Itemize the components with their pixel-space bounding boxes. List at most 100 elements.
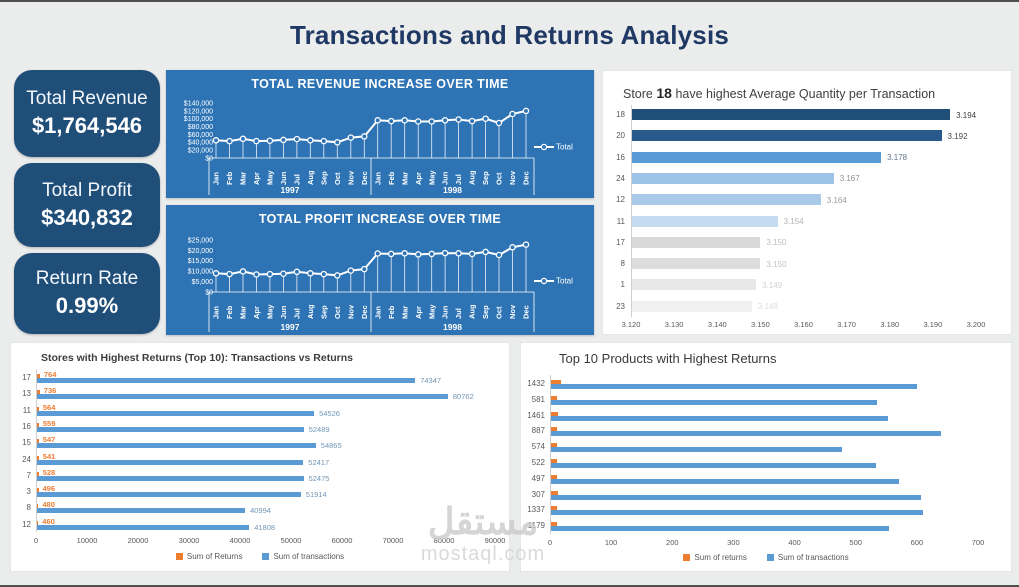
- month-tick: Jul: [454, 308, 463, 319]
- kpi-value-total-profit: $340,832: [41, 204, 133, 230]
- category-label: 887: [531, 426, 545, 436]
- returns-bar: [550, 395, 558, 400]
- month-tick: Jul: [454, 174, 463, 185]
- x-axis-tick: 100: [604, 538, 618, 547]
- line-chart-svg: $25,000$20,000$15,000$10,000$5,000$0JanF…: [188, 237, 573, 332]
- returns-bar: [36, 406, 39, 411]
- category-label: 18: [616, 110, 625, 119]
- data-point-marker: [387, 117, 395, 125]
- y-axis-tick: $80,000: [188, 124, 213, 131]
- category-label: 574: [531, 442, 545, 452]
- stores-returns-chart-panel: Stores with Highest Returns (Top 10): Tr…: [10, 342, 510, 572]
- x-axis-tick: 0: [547, 538, 553, 547]
- month-tick: Oct: [333, 306, 342, 319]
- legend-swatch-icon: [175, 553, 183, 560]
- data-point-marker: [441, 117, 449, 124]
- data-point-marker: [522, 241, 530, 248]
- data-point-marker: [334, 139, 341, 146]
- data-point-marker: [307, 270, 314, 277]
- month-tick: Dec: [522, 305, 531, 319]
- stores-returns-bar-chart: 17 764 74347 13 736 80762 11 564 54526 16 559 52489…: [11, 343, 509, 571]
- products-returns-chart-title: Top 10 Products with Highest Returns: [559, 351, 777, 366]
- data-point-marker: [361, 133, 368, 140]
- returns-bar: [550, 459, 558, 463]
- category-label: 307: [531, 489, 545, 499]
- month-tick: Jun: [279, 305, 288, 319]
- x-axis-tick: 3.120: [621, 320, 641, 329]
- returns-bar: [550, 522, 558, 527]
- month-tick: Jan: [373, 172, 382, 185]
- data-point-marker: [374, 117, 381, 124]
- transactions-bar: [36, 492, 301, 498]
- transactions-value-label: 41808: [254, 522, 276, 532]
- x-axis-tick: 70000: [382, 536, 404, 545]
- x-axis-tick: 60000: [331, 536, 353, 545]
- data-point-marker: [374, 250, 381, 257]
- transactions-bar: [550, 463, 876, 468]
- category-label: 12: [616, 195, 625, 205]
- bar-value-label: 3.167: [839, 174, 860, 184]
- x-axis-tick: 3.130: [664, 320, 684, 329]
- data-point-marker: [468, 117, 476, 125]
- x-axis-tick: 600: [910, 538, 924, 547]
- avg-quantity-bar: [631, 194, 821, 206]
- returns-bar: [550, 427, 558, 432]
- data-point-marker: [401, 250, 408, 257]
- month-tick: May: [266, 170, 275, 185]
- category-label: 522: [531, 458, 545, 467]
- month-tick: Mar: [400, 172, 409, 185]
- month-tick: Dec: [522, 171, 531, 185]
- data-point-marker: [226, 137, 233, 145]
- transactions-bar: [36, 459, 304, 465]
- data-point-marker: [387, 250, 395, 258]
- chart-legend: Sum of returns Sum of transactions: [521, 553, 1011, 562]
- y-axis-tick: $40,000: [188, 140, 213, 147]
- month-tick: Nov: [346, 170, 355, 185]
- legend-item: Sum of Returns: [175, 552, 242, 561]
- x-axis-tick: 300: [727, 538, 740, 547]
- legend-marker-dot: [540, 277, 548, 285]
- category-label: 24: [22, 454, 31, 464]
- transactions-value-label: 54526: [319, 408, 340, 418]
- returns-value-label: 541: [42, 451, 56, 461]
- month-tick: Feb: [387, 171, 396, 185]
- returns-value-label: 496: [42, 484, 56, 494]
- x-axis-tick: 30000: [178, 536, 200, 545]
- month-tick: Apr: [414, 306, 423, 319]
- category-label: 20: [616, 131, 625, 141]
- transactions-value-label: 52475: [308, 473, 330, 483]
- y-axis-tick: $20,000: [188, 248, 213, 255]
- transactions-value-label: 52489: [308, 424, 330, 434]
- transactions-bar: [550, 399, 878, 405]
- bar-value-label: 3.154: [783, 217, 804, 226]
- transactions-bar: [550, 384, 917, 389]
- data-point-marker: [320, 137, 328, 145]
- x-axis-tick: 3.160: [794, 320, 813, 329]
- profit-chart-panel: TOTAL PROFIT INCREASE OVER TIME $25,000 $…: [166, 205, 594, 335]
- category-label: 7: [26, 470, 31, 480]
- total-series-line: [215, 109, 527, 144]
- stores-returns-chart-title: Stores with Highest Returns (Top 10): Tr…: [41, 352, 353, 364]
- year-label: 1997: [281, 185, 300, 195]
- data-point-marker: [414, 251, 422, 258]
- bar-value-label: 3.192: [947, 131, 968, 141]
- data-point-marker: [414, 118, 422, 125]
- transactions-value-label: 51914: [305, 490, 327, 500]
- month-tick: May: [427, 170, 436, 185]
- returns-bar: [36, 504, 39, 509]
- x-axis-tick: 200: [666, 538, 679, 547]
- legend-label: Total: [556, 277, 573, 286]
- data-point-marker: [428, 250, 435, 258]
- data-point-marker: [455, 116, 462, 123]
- revenue-chart-title: TOTAL REVENUE INCREASE OVER TIME: [251, 77, 509, 91]
- avg-quantity-bar: [631, 279, 757, 291]
- x-axis-tick: 50000: [280, 536, 302, 545]
- returns-bar: [36, 455, 39, 460]
- profit-chart-title: TOTAL PROFIT INCREASE OVER TIME: [258, 212, 502, 226]
- data-point-marker: [334, 272, 341, 279]
- title-prefix: Store: [623, 87, 653, 101]
- bar-value-label: 3.194: [956, 110, 977, 120]
- data-point-marker: [226, 270, 233, 278]
- transactions-bar: [36, 443, 316, 449]
- y-axis-tick: $100,000: [184, 116, 213, 123]
